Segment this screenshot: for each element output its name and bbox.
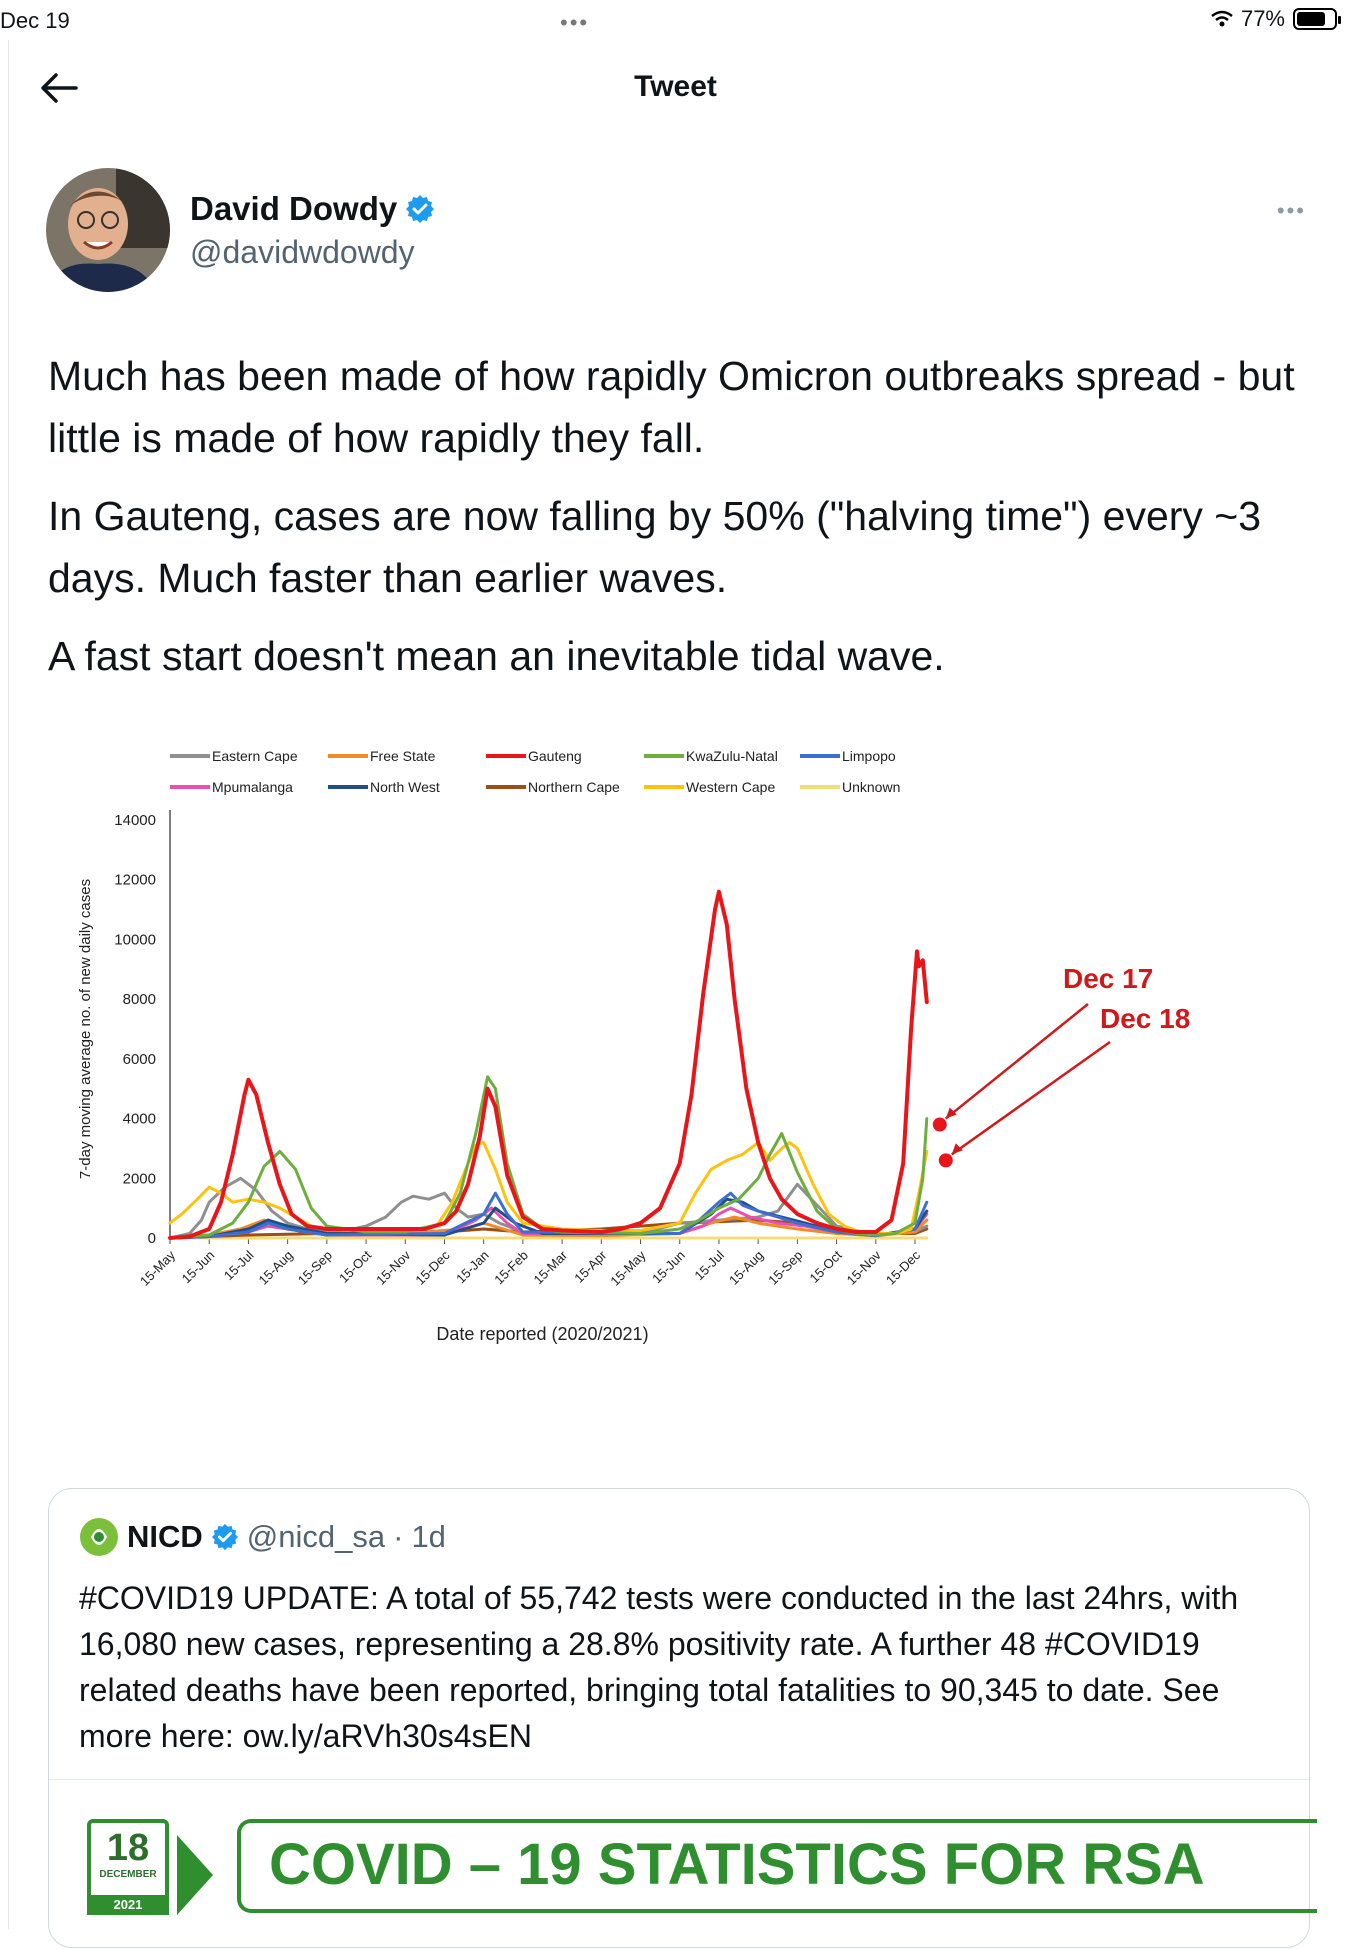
back-arrow-icon[interactable] [38, 68, 80, 108]
date-month: DECEMBER [99, 1869, 157, 1880]
tweet-image-chart[interactable]: Eastern Cape Free State Gauteng KwaZulu-Nat… [60, 720, 1310, 1370]
page-title: Tweet [634, 70, 717, 103]
quoted-author-handle: @nicd_sa [246, 1519, 386, 1554]
top-nav: Tweet [0, 60, 1351, 120]
legend-label: Northern Cape [528, 779, 620, 795]
x-tick-label: 15-Sep [765, 1248, 805, 1288]
multitask-dots[interactable]: ••• [560, 10, 590, 35]
x-tick-label: 15-May [607, 1247, 649, 1289]
author-handle[interactable]: @davidwdowdy [190, 234, 415, 270]
tweet-paragraph: Much has been made of how rapidly Omicro… [48, 353, 1295, 461]
x-tick-label: 15-Dec [412, 1247, 453, 1288]
x-tick-label: 15-Jun [649, 1248, 688, 1287]
verified-badge-icon [406, 195, 435, 223]
x-tick-label: 15-Nov [373, 1247, 414, 1288]
tweet-paragraph: In Gauteng, cases are now falling by 50%… [48, 493, 1262, 601]
x-tick-label: 15-Aug [256, 1248, 296, 1288]
sidebar-edge [8, 40, 9, 1929]
divider [49, 1779, 1309, 1780]
tweet-author: David Dowdy @davidwdowdy ••• [46, 168, 1306, 296]
annotation-label: Dec 17 [1063, 963, 1153, 994]
nicd-logo-icon [80, 1518, 118, 1556]
annotation-point [932, 1117, 947, 1132]
legend-label: Mpumalanga [212, 779, 293, 795]
legend-label: Eastern Cape [212, 748, 298, 764]
y-tick-label: 14000 [114, 812, 156, 829]
annotation-point [938, 1153, 953, 1168]
series-line [168, 1176, 929, 1240]
x-tick-label: 15-Oct [336, 1247, 374, 1285]
y-tick-label: 2000 [123, 1170, 156, 1187]
y-tick-label: 8000 [123, 991, 156, 1008]
quoted-timestamp: 1d [411, 1519, 446, 1554]
annotation-arrow [951, 1040, 1111, 1156]
legend-label: KwaZulu-Natal [686, 748, 778, 764]
banner-title: COVID – 19 STATISTICS FOR RSA [269, 1832, 1205, 1897]
author-name-text: David Dowdy [190, 190, 398, 227]
y-tick-label: 0 [148, 1230, 156, 1247]
quoted-author-name: NICD [127, 1519, 203, 1554]
legend-label: Free State [370, 748, 436, 764]
date-day: 18 [106, 1827, 150, 1869]
status-time: Dec 19 [0, 8, 70, 33]
tweet-text: Much has been made of how rapidly Omicro… [48, 345, 1308, 703]
battery-level [1297, 12, 1325, 26]
x-tick-label: 15-Dec [883, 1247, 924, 1288]
x-tick-label: 15-May [137, 1247, 179, 1289]
tweet-paragraph: A fast start doesn't mean an inevitable … [48, 633, 945, 679]
legend-label: Limpopo [842, 748, 896, 764]
x-tick-label: 15-Sep [295, 1248, 335, 1288]
series-line [168, 1141, 929, 1235]
date-year: 2021 [87, 1895, 169, 1915]
verified-badge-icon [211, 1523, 238, 1551]
quoted-image-banner[interactable]: 18 DECEMBER 2021 COVID – 19 STATISTICS F… [87, 1819, 1317, 1949]
y-axis-label: 7-day moving average no. of new daily ca… [77, 879, 94, 1179]
series-line [168, 889, 929, 1240]
annotation-arrowhead [951, 1143, 963, 1155]
quoted-tweet-text: #COVID19 UPDATE: A total of 55,742 tests… [79, 1580, 1239, 1754]
legend-label: Unknown [842, 779, 900, 795]
avatar[interactable] [46, 168, 170, 292]
x-tick-label: 15-Jun [179, 1248, 218, 1287]
x-axis-label: Date reported (2020/2021) [436, 1324, 648, 1344]
x-tick-label: 15-Nov [844, 1247, 885, 1288]
x-tick-label: 15-Jan [453, 1248, 492, 1287]
x-tick-label: 15-Feb [491, 1248, 531, 1288]
quoted-tweet-header: NICD @nicd_sa · 1d [79, 1517, 446, 1557]
wifi-icon [1211, 10, 1233, 27]
battery-percent: 77% [1240, 6, 1285, 31]
x-tick-label: 15-Jul [691, 1247, 727, 1283]
dot-separator: · [393, 1519, 404, 1554]
annotation-arrow [944, 1003, 1089, 1120]
author-name[interactable]: David Dowdy [190, 190, 435, 228]
more-options-icon[interactable]: ••• [1276, 198, 1306, 223]
battery-icon [1293, 8, 1341, 30]
y-tick-label: 12000 [114, 872, 156, 889]
annotation-arrowhead [945, 1107, 957, 1119]
x-tick-label: 15-Mar [530, 1247, 570, 1287]
banner-title-box: COVID – 19 STATISTICS FOR RSA [237, 1819, 1317, 1913]
status-bar: Dec 19 ••• 77% [0, 0, 1351, 40]
y-tick-label: 4000 [123, 1111, 156, 1128]
x-tick-label: 15-Apr [571, 1247, 610, 1286]
x-tick-label: 15-Oct [807, 1247, 845, 1285]
y-tick-label: 6000 [123, 1051, 156, 1068]
y-tick-label: 10000 [114, 931, 156, 948]
x-tick-label: 15-Aug [726, 1248, 766, 1288]
legend-label: North West [370, 779, 440, 795]
x-tick-label: 15-Jul [221, 1247, 257, 1283]
quoted-tweet[interactable]: NICD @nicd_sa · 1d #COVID19 UPDATE: A to… [48, 1488, 1317, 1948]
arrow-icon [177, 1835, 213, 1915]
series-line [168, 1191, 929, 1240]
legend-label: Western Cape [686, 779, 775, 795]
date-badge: 18 DECEMBER 2021 [87, 1819, 169, 1915]
legend-label: Gauteng [528, 748, 582, 764]
series-line [168, 1075, 929, 1240]
status-right: 77% [1211, 6, 1341, 32]
annotation-label: Dec 18 [1100, 1003, 1190, 1034]
